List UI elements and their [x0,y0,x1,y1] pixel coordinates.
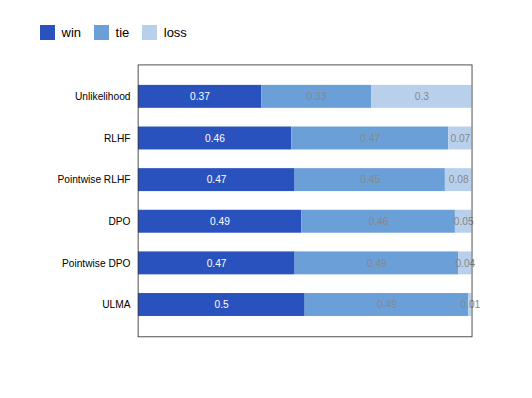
svg-text:0.49: 0.49 [377,299,397,310]
svg-text:0.07: 0.07 [450,132,470,143]
svg-text:0.47: 0.47 [207,174,227,185]
svg-text:DPO: DPO [108,215,130,226]
svg-text:0.5: 0.5 [215,299,229,310]
svg-text:ULMA: ULMA [102,299,131,310]
svg-text:0.3: 0.3 [415,91,429,102]
svg-text:0.49: 0.49 [210,215,230,226]
svg-text:Unlikelihood: Unlikelihood [75,91,131,102]
svg-text:Pointwise DPO: Pointwise DPO [62,257,131,268]
html-text:tie: tie [115,25,130,40]
svg-text:0.47: 0.47 [360,132,380,143]
svg-text:RLHF: RLHF [104,132,131,143]
svg-text:0.47: 0.47 [207,257,227,268]
svg-text:0.01: 0.01 [460,299,480,310]
svg-text:0.45: 0.45 [360,174,380,185]
html-text:loss: loss [163,25,187,40]
svg-text:0.33: 0.33 [307,91,327,102]
svg-text:0.08: 0.08 [449,174,469,185]
svg-text:0.49: 0.49 [367,257,387,268]
svg-text:0.37: 0.37 [190,91,210,102]
svg-text:0.46: 0.46 [205,132,225,143]
html-text:win: win [61,25,81,40]
svg-text:Pointwise RLHF: Pointwise RLHF [57,174,130,185]
svg-text:0.05: 0.05 [454,215,474,226]
svg-text:0.46: 0.46 [369,215,389,226]
svg-text:0.04: 0.04 [455,257,475,268]
